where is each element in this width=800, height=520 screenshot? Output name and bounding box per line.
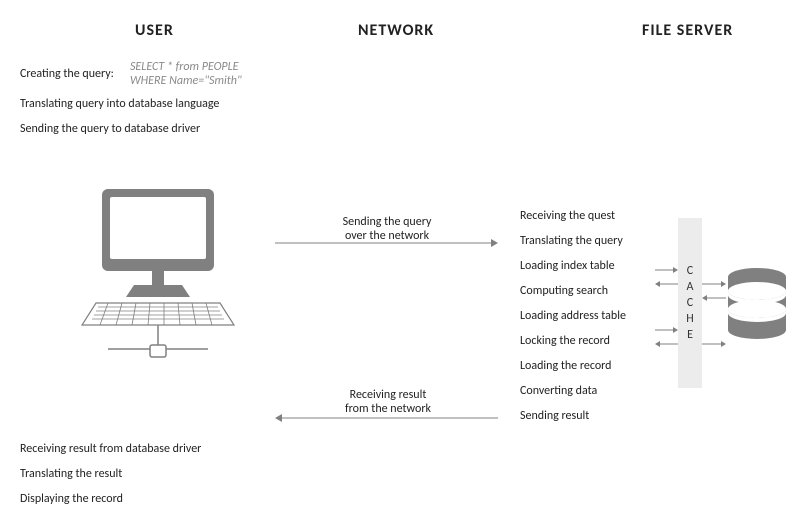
cache-box: C A C H E (678, 218, 702, 388)
user-bstep-2: Translating the result (20, 468, 122, 482)
query-line-2: WHERE Name="Smith" (130, 74, 242, 88)
label-send-network: Sending the query over the network (332, 215, 442, 244)
arrow-cache-to-db-top (702, 280, 726, 288)
arrow-cache-in-top (655, 266, 678, 274)
server-step-4: Computing search (520, 285, 608, 299)
cache-letter: A (687, 279, 694, 295)
server-step-7: Loading the record (520, 360, 611, 374)
computer-icon (78, 185, 238, 370)
server-step-2: Translating the query (520, 235, 623, 249)
cache-letter: C (687, 263, 693, 279)
col-header-server: FILE SERVER (642, 21, 733, 40)
server-step-6: Locking the record (520, 335, 610, 349)
user-step-3: Sending the query to database driver (20, 123, 200, 137)
label-recv-line2: from the network (345, 402, 431, 416)
col-header-network: NETWORK (358, 21, 434, 40)
cache-letter: H (686, 311, 693, 327)
user-bstep-1: Receiving result from database driver (20, 443, 201, 457)
server-step-1: Receiving the quest (520, 210, 615, 224)
arrow-cache-out-bot (655, 340, 678, 348)
cache-letter: E (687, 327, 693, 343)
arrow-cache-out-top (655, 280, 678, 288)
user-step-1: Creating the query: (20, 68, 114, 82)
server-step-9: Sending result (520, 410, 589, 424)
database-icon (726, 268, 788, 340)
label-send-line2: over the network (345, 229, 429, 243)
label-recv-line1: Receiving result (350, 388, 427, 402)
server-step-8: Converting data (520, 385, 597, 399)
user-step-2: Translating query into database language (20, 98, 219, 112)
label-send-line1: Sending the query (343, 215, 432, 229)
arrow-cache-in-bot (655, 326, 678, 334)
server-step-3: Loading index table (520, 260, 615, 274)
server-step-5: Loading address table (520, 310, 626, 324)
user-bstep-3: Displaying the record (20, 493, 123, 507)
cache-letter: C (687, 295, 693, 311)
col-header-user: USER (135, 21, 174, 40)
query-line-1: SELECT * from PEOPLE (130, 60, 239, 74)
arrow-db-to-cache (702, 294, 726, 302)
label-recv-network: Receiving result from the network (328, 388, 448, 417)
arrow-cache-to-db-bot (702, 340, 726, 348)
